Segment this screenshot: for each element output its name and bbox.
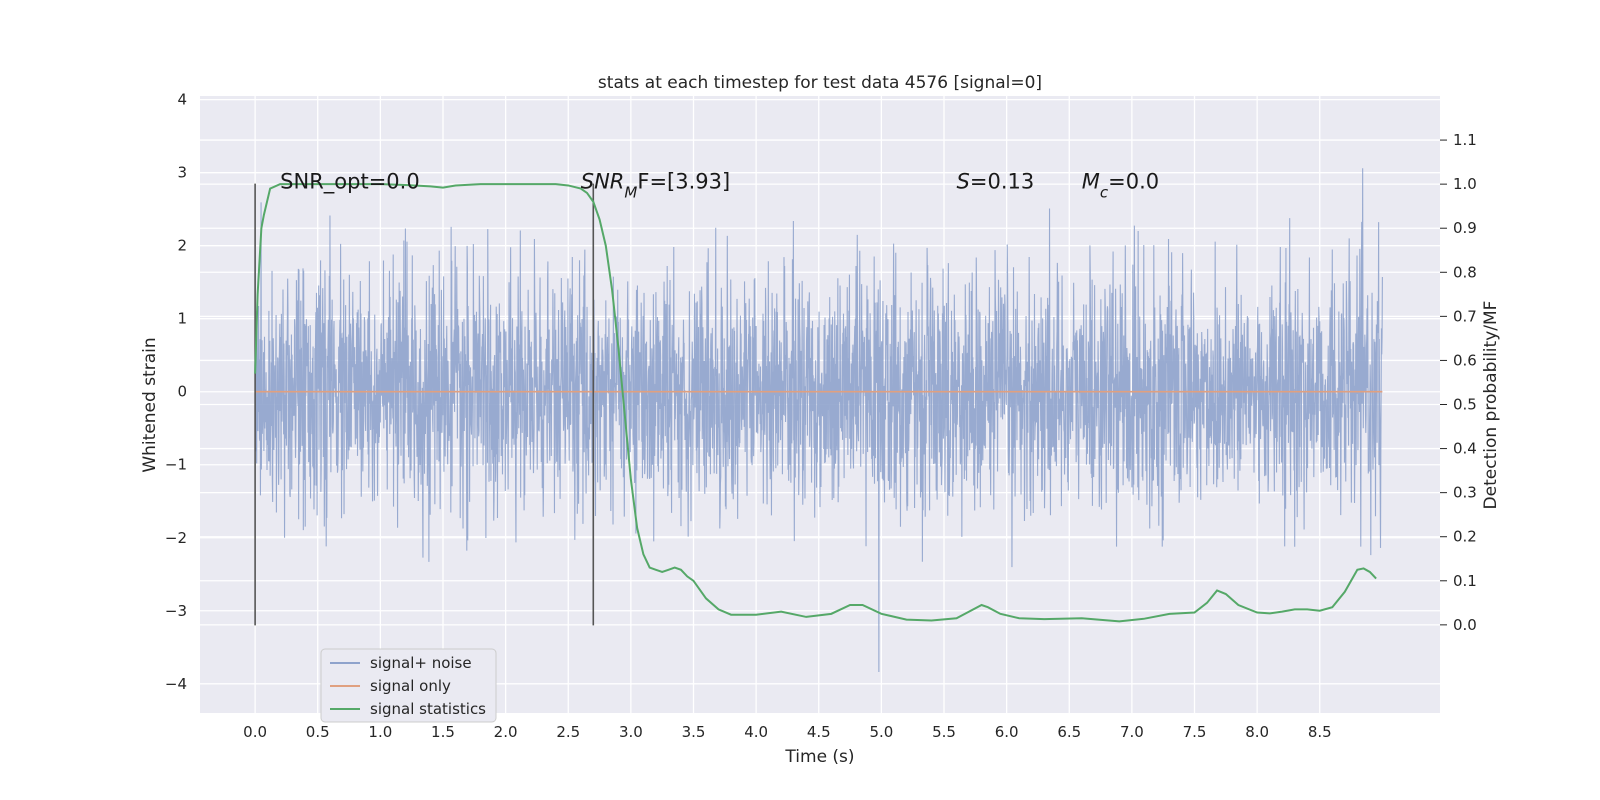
annotation-mc: Mc=0.0 (1082, 170, 1159, 202)
annotation-snr-mf: SNRMF=[3.93] (581, 170, 730, 202)
y-left-tick-label: 2 (177, 237, 187, 255)
y-left-tick-label: 3 (177, 164, 187, 182)
x-tick-label: 6.0 (995, 723, 1019, 741)
y-right-tick-label: 0.6 (1453, 351, 1477, 369)
y-right-axis-ticks: 0.0 0.1 0.2 0.3 0.4 0.5 0.6 0.7 0.8 0.9 1.0 1.1 (1440, 131, 1477, 634)
noise-line (254, 168, 1383, 672)
x-tick-label: 8.0 (1245, 723, 1269, 741)
y-right-tick-label: 1.0 (1453, 175, 1477, 193)
x-tick-label: 0.5 (306, 723, 330, 741)
y-left-tick-label: −4 (165, 675, 187, 693)
y-left-tick-label: −1 (165, 456, 187, 474)
y-left-tick-label: 1 (177, 310, 187, 328)
x-tick-label: 7.0 (1120, 723, 1144, 741)
x-tick-label: 3.0 (619, 723, 643, 741)
x-tick-label: 1.5 (431, 723, 455, 741)
legend-label-signal-only: signal only (370, 677, 451, 695)
y-right-tick-label: 0.3 (1453, 484, 1477, 502)
x-tick-label: 8.5 (1308, 723, 1332, 741)
series-signal-noise (254, 168, 1383, 672)
y-left-tick-label: 4 (177, 91, 187, 109)
x-axis-ticks: 0.0 0.5 1.0 1.5 2.0 2.5 3.0 3.5 4.0 4.5 5.0 5.5 6.0 6… (243, 723, 1332, 741)
x-tick-label: 6.5 (1057, 723, 1081, 741)
legend-box (320, 648, 497, 723)
y-right-tick-label: 0.0 (1453, 616, 1477, 634)
y-left-tick-label: 0 (177, 383, 187, 401)
signal-statistics-line (254, 183, 1377, 623)
y-right-tick-label: 0.8 (1453, 263, 1477, 281)
x-tick-label: 3.5 (682, 723, 706, 741)
y-right-tick-label: 0.9 (1453, 219, 1477, 237)
x-tick-label: 7.5 (1183, 723, 1207, 741)
x-tick-label: 5.5 (932, 723, 956, 741)
annotation-s: S=0.13 (957, 170, 1035, 194)
y-left-axis-label: Whitened strain (140, 337, 160, 472)
x-tick-label: 5.0 (869, 723, 893, 741)
y-right-tick-label: 1.1 (1453, 131, 1477, 149)
y-right-tick-label: 0.1 (1453, 572, 1477, 590)
y-right-tick-label: 0.5 (1453, 396, 1477, 414)
marker-lines (254, 183, 595, 626)
x-tick-label: 0.0 (243, 723, 267, 741)
legend: signal+ noise signal only signal statist… (320, 648, 497, 723)
annotation-snr-opt: SNR_opt=0.0 (280, 170, 420, 195)
y-left-tick-label: −2 (165, 529, 187, 547)
y-right-tick-label: 0.4 (1453, 440, 1477, 458)
y-right-axis-label: Detection probability/MF (1481, 301, 1501, 510)
x-tick-label: 1.0 (368, 723, 392, 741)
legend-label-signal-noise: signal+ noise (370, 654, 472, 672)
chart-title: stats at each timestep for test data 457… (598, 73, 1042, 93)
x-tick-label: 2.0 (494, 723, 518, 741)
legend-label-signal-statistics: signal statistics (370, 700, 486, 718)
y-right-tick-label: 0.2 (1453, 528, 1477, 546)
y-left-axis-ticks: −4 −3 −2 −1 0 1 2 3 4 (165, 91, 187, 693)
x-tick-label: 4.0 (744, 723, 768, 741)
annotations: SNR_opt=0.0 SNRMF=[3.93] S=0.13 Mc=0.0 (280, 170, 1159, 202)
y-right-tick-label: 0.7 (1453, 307, 1477, 325)
x-tick-label: 4.5 (807, 723, 831, 741)
y-left-tick-label: −3 (165, 602, 187, 620)
x-axis-label: Time (s) (784, 747, 854, 767)
series-signal-statistics (254, 183, 1377, 623)
x-tick-label: 2.5 (556, 723, 580, 741)
